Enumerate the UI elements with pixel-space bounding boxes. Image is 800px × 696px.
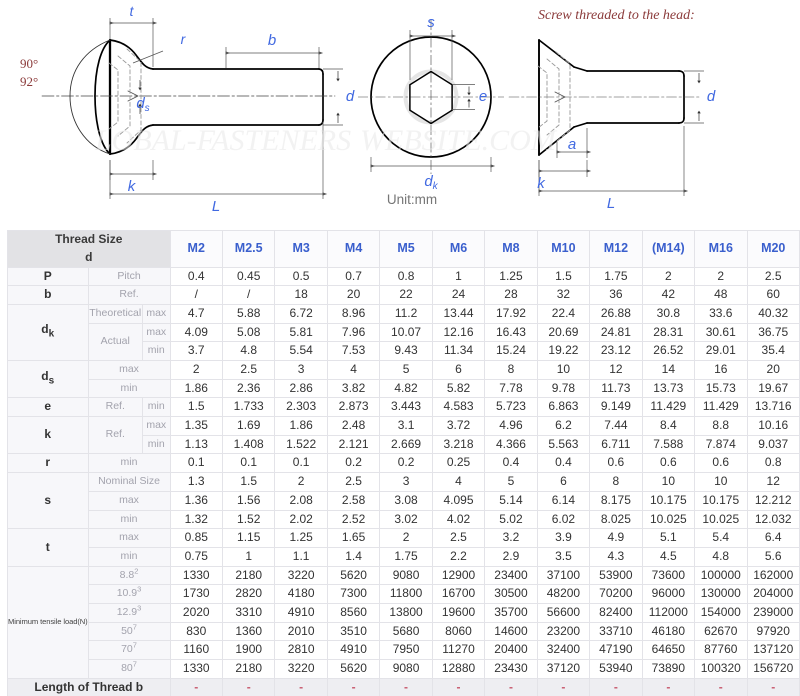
svg-text:d: d bbox=[346, 88, 355, 105]
svg-text:k: k bbox=[128, 178, 137, 195]
svg-text:Screw threaded to the head:: Screw threaded to the head: bbox=[538, 8, 695, 23]
svg-text:s: s bbox=[427, 14, 435, 31]
svg-text:LOBAL-FASTENERS: LOBAL-FASTENERS bbox=[94, 124, 351, 157]
svg-text:Unit:mm: Unit:mm bbox=[387, 192, 437, 207]
svg-text:d: d bbox=[707, 88, 716, 105]
svg-text:t: t bbox=[130, 3, 135, 19]
svg-text:WEBSITE.COM: WEBSITE.COM bbox=[360, 124, 558, 157]
svg-text:90°: 90° bbox=[20, 56, 38, 71]
svg-text:k: k bbox=[537, 175, 546, 192]
svg-text:b: b bbox=[268, 32, 276, 49]
svg-text:ds: ds bbox=[136, 95, 149, 114]
svg-text:92°: 92° bbox=[20, 74, 38, 89]
svg-text:dk: dk bbox=[424, 173, 438, 192]
svg-text:L: L bbox=[212, 198, 220, 215]
svg-text:L: L bbox=[607, 195, 615, 212]
svg-text:e: e bbox=[479, 88, 487, 105]
svg-text:r: r bbox=[181, 31, 187, 47]
svg-text:a: a bbox=[568, 136, 576, 153]
